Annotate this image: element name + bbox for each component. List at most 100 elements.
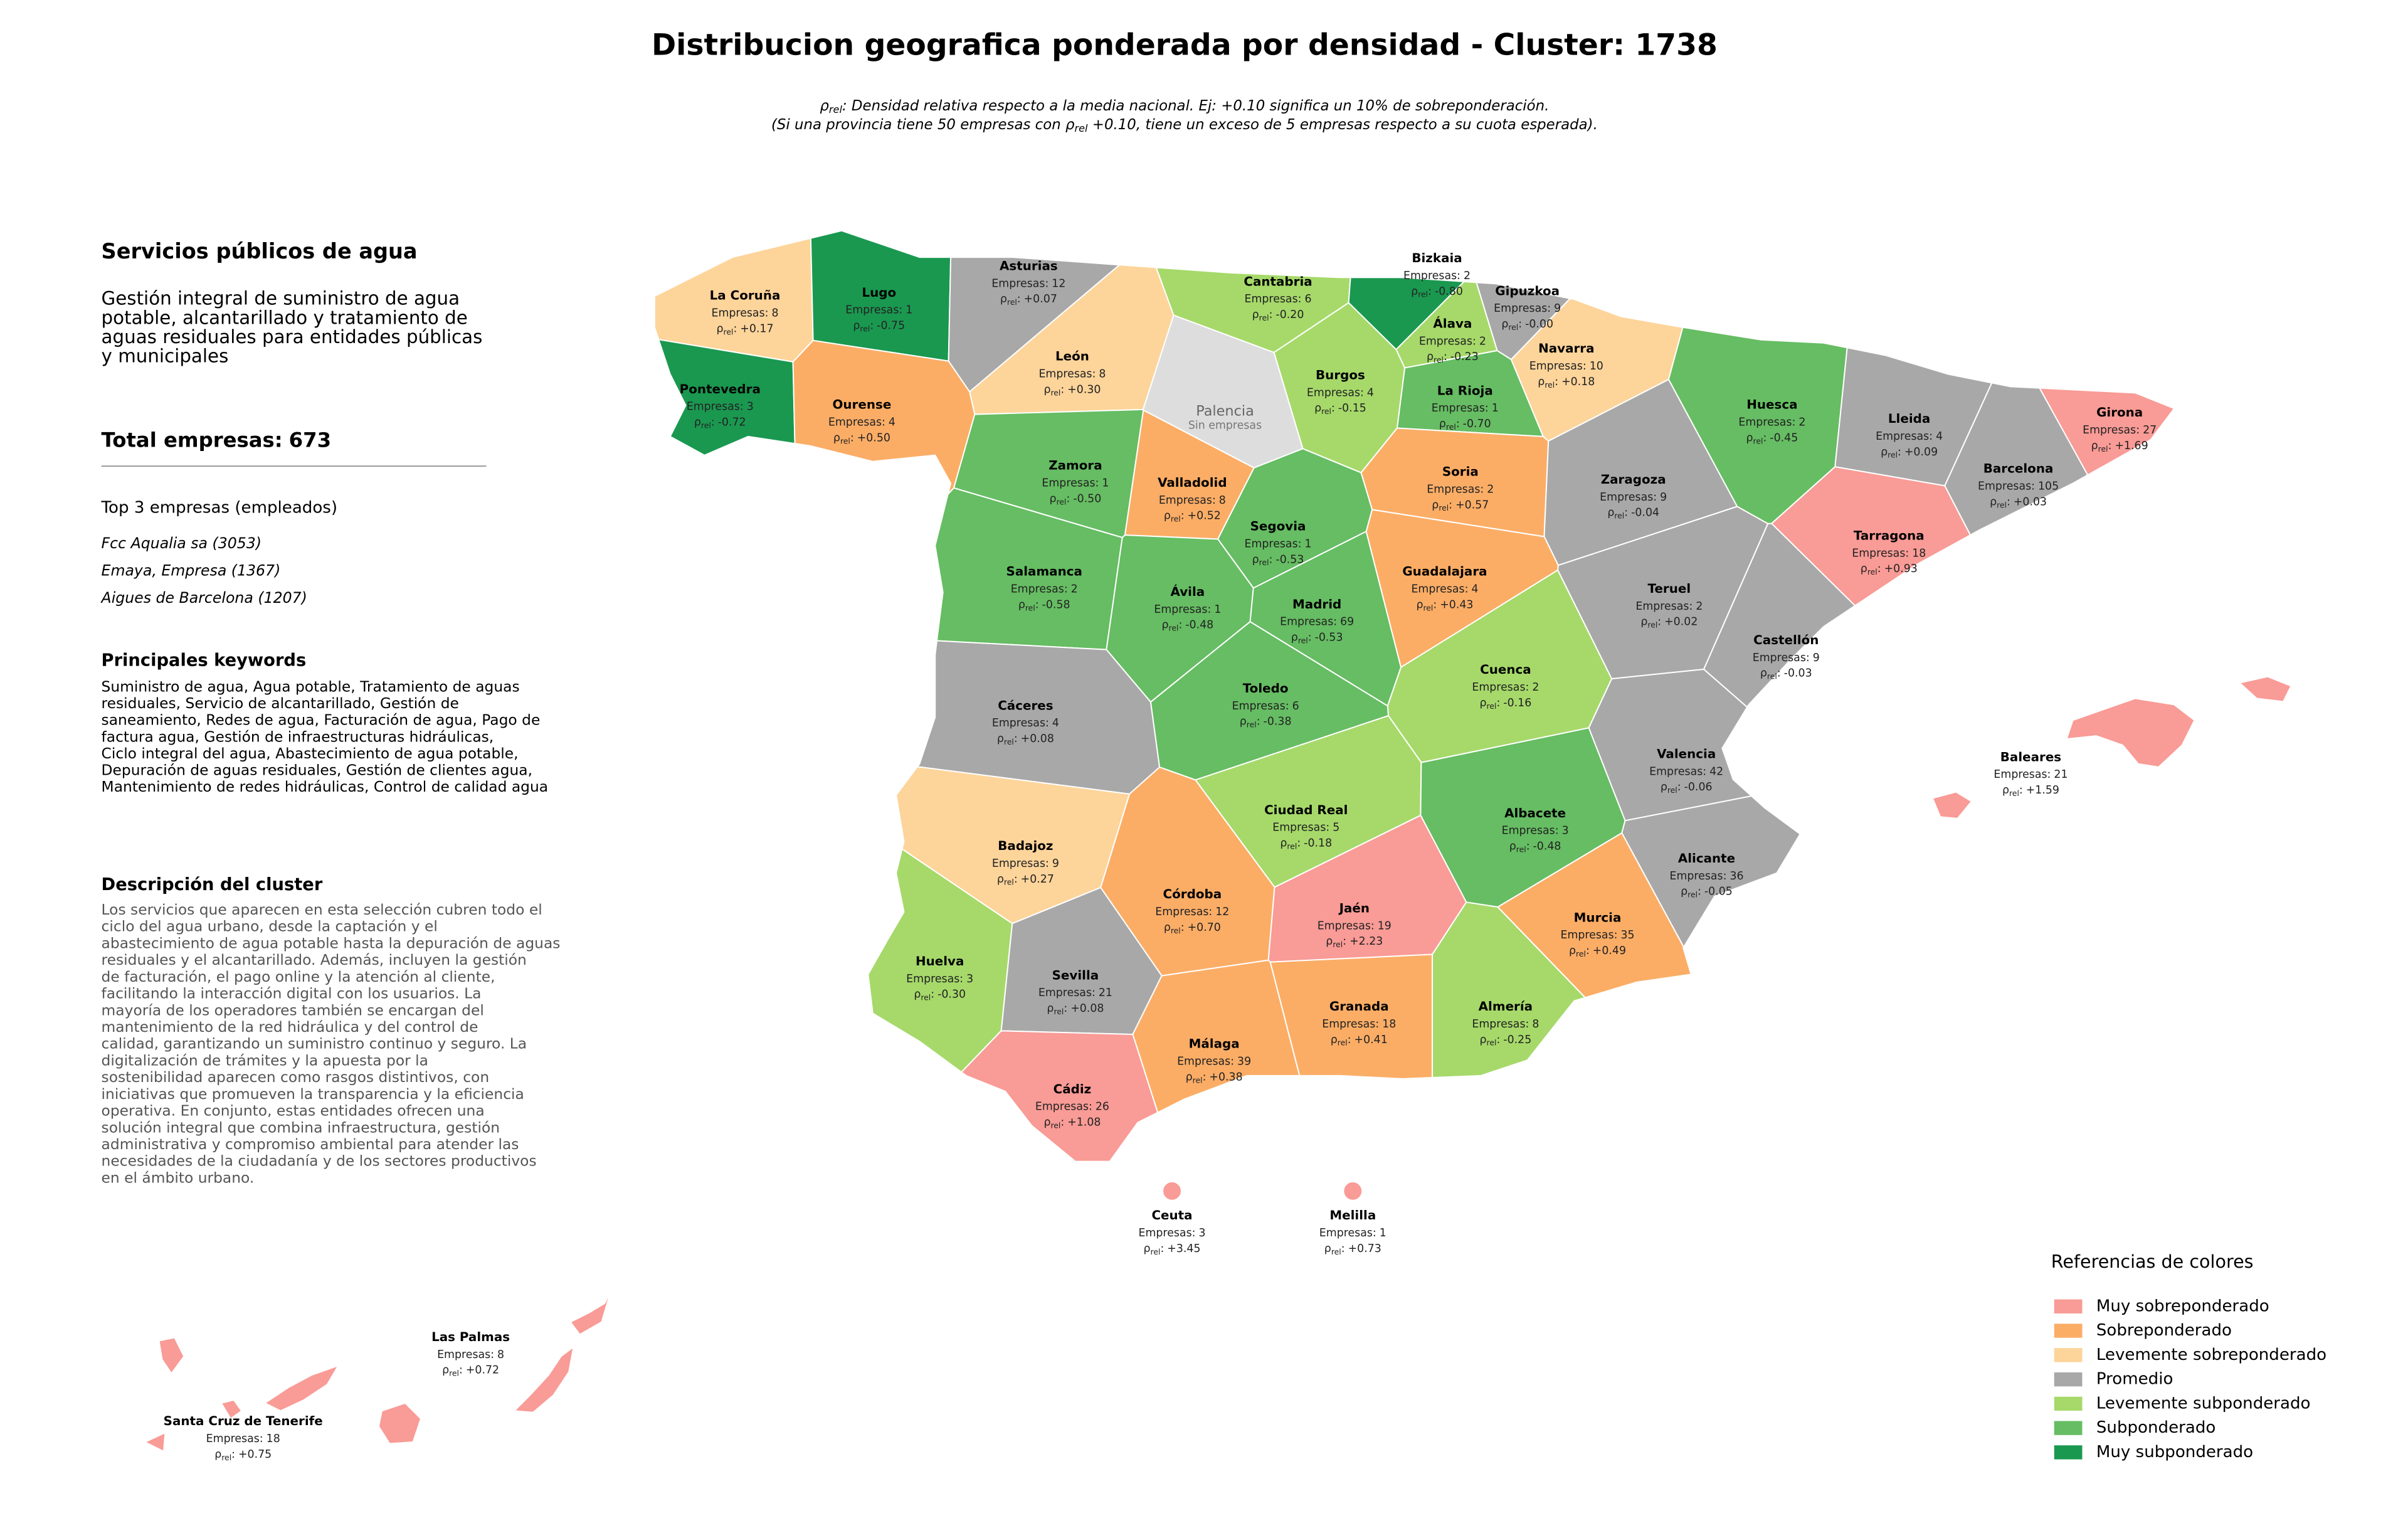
legend-label: Levemente subponderado: [2096, 1394, 2311, 1413]
empresas-value: 27: [2143, 424, 2157, 437]
province-rho: ρrel: +0.43: [1416, 598, 1473, 612]
province-name: Pontevedra: [680, 382, 761, 396]
rho-symbol: ρ: [1416, 598, 1423, 611]
empresas-label: Empresas:: [1035, 1101, 1092, 1113]
panel-description: aguas residuales para entidades públicas: [102, 326, 483, 348]
empresas-label: Empresas:: [206, 1433, 263, 1445]
rho-symbol: ρ: [1760, 667, 1767, 680]
province: [1931, 676, 2292, 819]
province-empresas: Empresas: 3: [906, 973, 973, 985]
empresas-label: Empresas:: [1472, 1018, 1529, 1031]
rho-value: -0.25: [1503, 1034, 1531, 1046]
rho-sub: rel: [1321, 406, 1331, 416]
keywords-line: saneamiento, Redes de agua, Facturación …: [102, 711, 541, 729]
rho-value: +1.59: [2026, 784, 2059, 797]
empresas-value: 4: [1052, 717, 1059, 730]
province-empresas: Empresas: 26: [1035, 1101, 1109, 1113]
province-name: Toledo: [1243, 681, 1289, 696]
province-empresas: Empresas: 2: [1011, 583, 1078, 595]
rho-sep: :: [459, 1364, 463, 1377]
empresas-label: Empresas:: [828, 416, 885, 429]
province-rho: ρrel: +0.72: [442, 1364, 499, 1377]
rho-sub: rel: [1050, 1120, 1060, 1130]
rho-sep: :: [711, 416, 715, 429]
rho-value: +0.08: [1021, 733, 1054, 745]
cluster-line: mantenimiento de la red hidráulica y del…: [102, 1018, 478, 1036]
empresas-label: Empresas:: [991, 277, 1048, 290]
legend-swatch: [2054, 1445, 2083, 1460]
rho-symbol: ρ: [1000, 293, 1007, 305]
cluster-line: operativa. En conjunto, estas entidades …: [102, 1102, 485, 1120]
province: [378, 1290, 612, 1445]
rho-sub: rel: [1508, 322, 1518, 331]
cluster-line: facilitando la interacción digital con l…: [102, 985, 482, 1002]
province-rho: ρrel: +0.09: [1881, 446, 1938, 459]
empresas-value: 69: [1340, 616, 1354, 629]
province-empresas: Empresas: 2: [1738, 416, 1805, 429]
empresas-label: Empresas:: [1472, 681, 1529, 694]
empresas-label: Empresas:: [1245, 538, 1302, 550]
empresas-value: 2: [1479, 335, 1486, 348]
province-empresas: Empresas: 8: [1159, 494, 1226, 507]
rho-sep: :: [1067, 492, 1070, 505]
rho-sep: :: [1348, 1034, 1351, 1046]
empresas-label: Empresas:: [1753, 652, 1810, 664]
province-name: Melilla: [1329, 1208, 1376, 1223]
province-rho: ρrel: -0.05: [1681, 886, 1733, 899]
empresas-value: 1: [1492, 402, 1499, 415]
rho-sep: :: [1178, 619, 1182, 632]
province-rho: ρrel: -0.58: [1018, 598, 1070, 612]
province-note: Sin empresas: [1188, 420, 1262, 432]
province-rho: ρrel: +1.08: [1043, 1116, 1101, 1129]
province-rho: ρrel: -0.70: [1439, 418, 1491, 431]
province-rho: ρrel: +3.45: [1144, 1243, 1201, 1256]
province-empresas: Empresas: 18: [1852, 547, 1926, 560]
province: [1162, 1180, 1182, 1201]
rho-value: -0.30: [937, 989, 966, 1001]
rho-symbol: ρ: [997, 873, 1004, 886]
empresas-label: Empresas:: [992, 717, 1049, 730]
subtitle: (Si una provincia tiene 50 empresas con …: [771, 116, 1598, 134]
cluster-line: en el ámbito urbano.: [102, 1169, 255, 1186]
province-rho: ρrel: -0.30: [914, 989, 966, 1002]
rho-sub: rel: [829, 103, 843, 115]
rho-sub: rel: [1054, 1007, 1064, 1016]
rho-symbol: ρ: [1640, 616, 1647, 629]
rho-sep: :: [1343, 935, 1346, 948]
rho-value: -0.05: [1704, 886, 1733, 898]
province-rho: ρrel: +0.57: [1432, 499, 1489, 512]
province-name: Burgos: [1316, 368, 1365, 382]
legend-swatch: [2054, 1396, 2083, 1411]
province-empresas: Empresas: 12: [991, 277, 1065, 290]
province-rho: ρrel: -0.18: [1280, 837, 1332, 851]
empresas-label: Empresas:: [1560, 929, 1617, 942]
rho-sub: rel: [1418, 289, 1428, 299]
empresas-value: 42: [1709, 765, 1723, 778]
province-name: Salamanca: [1006, 565, 1082, 579]
empresas-value: 1: [1380, 1227, 1386, 1239]
empresas-label: Empresas:: [845, 304, 902, 317]
rho-value: -0.04: [1631, 507, 1659, 519]
rho-sub: rel: [1487, 701, 1497, 710]
rho-sub: rel: [1171, 925, 1181, 935]
empresas-value: 5: [1333, 822, 1339, 834]
rho-sep: :: [1763, 432, 1766, 444]
rho-symbol: ρ: [1746, 432, 1753, 444]
rho-sub: rel: [1888, 450, 1898, 459]
rho-sub: rel: [2098, 443, 2108, 453]
rho-value: -0.50: [1073, 492, 1101, 505]
province-empresas: Empresas: 9: [1600, 491, 1667, 504]
province-rho: ρrel: -0.15: [1314, 402, 1366, 415]
rho-sub: rel: [724, 327, 734, 336]
keywords-line: Mantenimiento de redes hidráulicas, Cont…: [102, 778, 549, 795]
rho-sub: rel: [1753, 436, 1763, 445]
empresas-label: Empresas:: [1307, 386, 1364, 399]
province-rho: ρrel: -0.16: [1480, 697, 1532, 710]
rho-value: -0.23: [1450, 351, 1479, 363]
empresas-value: 8: [771, 307, 778, 320]
province-name: Huelva: [916, 954, 964, 968]
rho-sep: :: [1496, 1034, 1500, 1046]
rho-sub: rel: [1004, 877, 1014, 886]
province-empresas: Empresas: 4: [828, 416, 895, 429]
province-name: Cantabria: [1244, 274, 1312, 289]
